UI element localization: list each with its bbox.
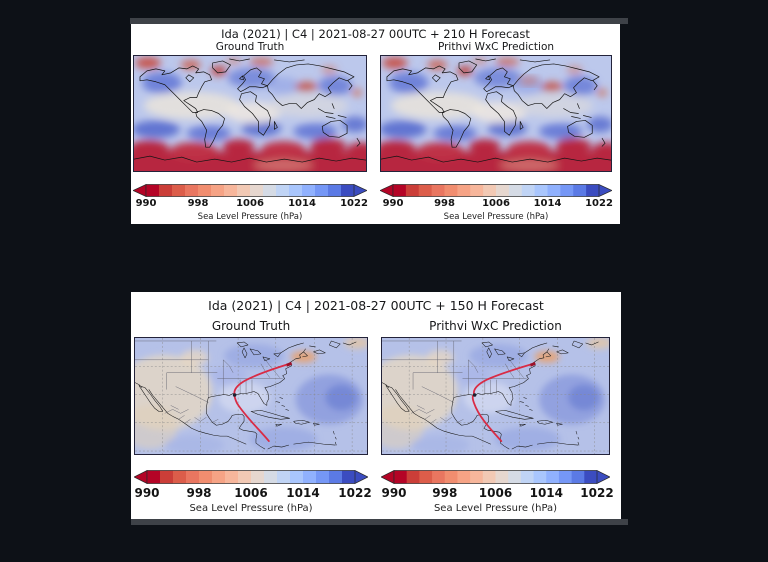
colorbar-gradient xyxy=(380,184,612,197)
colorbar-tick: 1014 xyxy=(529,486,563,500)
divider-bar-bottom xyxy=(131,519,628,525)
colorbar-tick: 990 xyxy=(382,198,404,209)
regional-pressure-map-ground-truth xyxy=(134,337,368,455)
panel-title-prediction: Prithvi WxC Prediction xyxy=(429,319,562,333)
colorbar-tick: 1006 xyxy=(482,198,510,209)
panel-title-prediction: Prithvi WxC Prediction xyxy=(437,41,555,53)
track-end-marker xyxy=(529,361,536,367)
colorbar-ticks: 990 998 1006 1014 1022 xyxy=(381,486,614,501)
colorbar: 990 998 1006 1014 1022 Sea Level Pressure (hP… xyxy=(134,470,372,514)
track-end-marker xyxy=(286,361,293,367)
panel-title-ground-truth: Ground Truth xyxy=(211,319,291,333)
colorbar-tick: 990 xyxy=(135,198,157,209)
figure-title: Ida (2021) | C4 | 2021-08-27 00UTC + 150… xyxy=(208,298,544,313)
colorbar-tick: 1022 xyxy=(338,486,372,500)
colorbar-tick: 990 xyxy=(381,486,407,500)
landfall-marker xyxy=(232,393,237,397)
colorbar: 990 998 1006 1014 1022 Sea Level Pressure (hP… xyxy=(133,184,368,222)
landfall-marker xyxy=(472,393,477,397)
colorbar-tick: 998 xyxy=(187,198,209,209)
colorbar: 990 998 1006 1014 1022 Sea Level Pressure (hP… xyxy=(381,470,614,514)
colorbar-axis-label: Sea Level Pressure (hPa) xyxy=(433,503,558,514)
colorbar-ticks: 990 998 1006 1014 1022 xyxy=(380,198,613,211)
colorbar-axis-label: Sea Level Pressure (hPa) xyxy=(189,503,313,514)
colorbar-tick: 990 xyxy=(134,486,160,500)
colorbar-tick: 998 xyxy=(432,486,458,500)
colorbar-tick: 1014 xyxy=(533,198,562,209)
colorbar-axis-label: Sea Level Pressure (hPa) xyxy=(197,212,303,222)
figure-global-210h: Ida (2021) | C4 | 2021-08-27 00UTC + 210… xyxy=(131,24,620,224)
figure-regional-150h: Ida (2021) | C4 | 2021-08-27 00UTC + 150… xyxy=(131,292,621,519)
colorbar-tick: 1022 xyxy=(580,486,614,500)
colorbar-tick: 998 xyxy=(186,486,212,500)
regional-pressure-map-prediction xyxy=(381,337,610,455)
global-pressure-map-ground-truth xyxy=(133,55,367,172)
colorbar-tick: 1006 xyxy=(236,198,264,209)
colorbar: 990 998 1006 1014 1022 Sea Level Pressure (hP… xyxy=(380,184,613,222)
colorbar-tick: 1022 xyxy=(340,198,368,209)
colorbar-axis-label: Sea Level Pressure (hPa) xyxy=(443,212,549,222)
colorbar-ticks: 990 998 1006 1014 1022 xyxy=(133,198,368,211)
divider-bar-top xyxy=(130,18,628,24)
colorbar-tick: 998 xyxy=(434,198,455,209)
panel-title-ground-truth: Ground Truth xyxy=(215,41,285,53)
colorbar-tick: 1014 xyxy=(288,198,316,209)
colorbar-tick: 1006 xyxy=(234,486,268,500)
colorbar-tick: 1006 xyxy=(478,486,513,500)
colorbar-gradient xyxy=(381,470,610,484)
colorbar-gradient xyxy=(134,470,368,484)
colorbar-tick: 1014 xyxy=(286,486,320,500)
colorbar-ticks: 990 998 1006 1014 1022 xyxy=(134,486,372,501)
colorbar-gradient xyxy=(133,184,367,197)
global-pressure-map-prediction xyxy=(380,55,612,172)
figure-title: Ida (2021) | C4 | 2021-08-27 00UTC + 210… xyxy=(221,27,530,41)
colorbar-tick: 1022 xyxy=(585,198,613,209)
